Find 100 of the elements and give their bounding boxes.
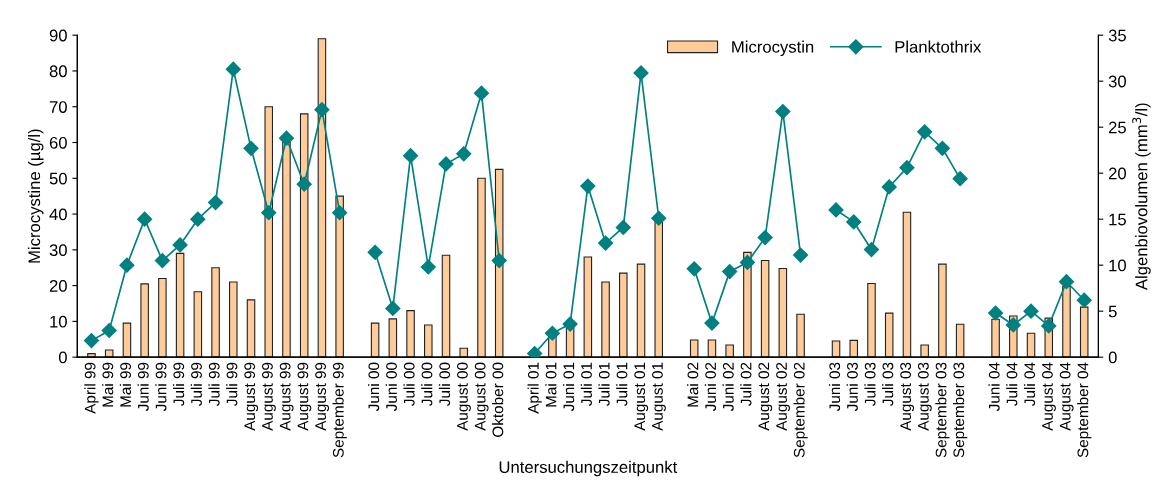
point bbox=[1041, 318, 1057, 334]
x-tick-label: Juni 99 bbox=[137, 362, 149, 412]
x-tick-label: August 99 bbox=[262, 362, 276, 431]
bar bbox=[991, 318, 1000, 358]
x-tick-label: August 03 bbox=[917, 362, 932, 431]
bar bbox=[246, 299, 256, 358]
point bbox=[225, 61, 241, 77]
point bbox=[527, 345, 543, 358]
x-tick-label: Juni 02 bbox=[704, 362, 717, 412]
point bbox=[615, 219, 631, 236]
point bbox=[562, 316, 578, 332]
x-tick-label: Juli 02 bbox=[740, 362, 752, 406]
bar bbox=[778, 267, 788, 358]
x-tick-label: August 99 bbox=[315, 362, 330, 431]
x-tick-label: Mai 02 bbox=[687, 362, 699, 407]
point bbox=[1005, 317, 1021, 333]
point bbox=[332, 205, 348, 221]
y-tick-label: 60 bbox=[49, 136, 67, 149]
y-tick-label: 50 bbox=[49, 172, 67, 185]
point bbox=[793, 247, 809, 263]
point bbox=[580, 178, 596, 194]
point bbox=[207, 195, 224, 211]
x-tick-label: August 00 bbox=[457, 362, 471, 431]
point bbox=[952, 171, 968, 187]
point bbox=[544, 325, 560, 341]
y2-tick-label: 25 bbox=[1108, 121, 1126, 134]
point bbox=[402, 148, 419, 164]
x-tick-label: Juli 01 bbox=[598, 362, 610, 406]
x-tick-label: Mai 99 bbox=[102, 362, 114, 407]
x-tick-label: Juni 04 bbox=[988, 362, 1000, 412]
point bbox=[278, 130, 295, 146]
x-tick-label: August 01 bbox=[634, 362, 649, 431]
point bbox=[154, 252, 170, 269]
bar bbox=[140, 283, 149, 358]
y2-tick-label: 15 bbox=[1109, 213, 1126, 226]
y-tick-label: 80 bbox=[49, 65, 67, 78]
bar bbox=[264, 106, 274, 358]
point bbox=[934, 140, 950, 156]
legend-label: Microcystin bbox=[732, 40, 814, 57]
bar bbox=[689, 339, 699, 358]
x-tick-label: September 02 bbox=[793, 362, 808, 458]
point bbox=[1023, 303, 1039, 319]
point bbox=[190, 211, 206, 227]
point bbox=[633, 65, 649, 81]
y2-tick-label: 35 bbox=[1108, 29, 1126, 42]
x-tick-label: April 01 bbox=[527, 362, 542, 414]
y2-axis-title: Algenbiovolumen (mm$^{3}$/l) bbox=[1132, 103, 1151, 291]
x-tick-label: Mai 99 bbox=[119, 362, 132, 407]
point bbox=[917, 124, 933, 140]
x-tick-label: August 04 bbox=[1059, 362, 1074, 431]
point bbox=[119, 257, 135, 273]
bar bbox=[477, 177, 486, 358]
bar bbox=[1062, 285, 1071, 358]
bar bbox=[104, 349, 114, 358]
point bbox=[881, 179, 897, 195]
x-tick-label: Juli 00 bbox=[438, 362, 451, 406]
bar bbox=[725, 344, 734, 358]
x-tick-label: Juli 04 bbox=[1006, 362, 1018, 406]
x-tick-label: August 02 bbox=[758, 362, 773, 431]
point bbox=[473, 85, 490, 101]
bar bbox=[902, 211, 912, 358]
bar bbox=[388, 318, 398, 358]
bar bbox=[406, 310, 415, 358]
bar bbox=[459, 347, 469, 358]
x-tick-label: Mai 01 bbox=[545, 362, 557, 407]
bar bbox=[335, 195, 344, 358]
bar bbox=[920, 344, 929, 358]
point bbox=[757, 230, 773, 246]
point bbox=[367, 244, 383, 260]
bar bbox=[87, 353, 96, 358]
bar bbox=[441, 254, 451, 358]
x-tick-label: August 02 bbox=[776, 362, 790, 431]
bar bbox=[760, 260, 770, 358]
y2-tick-label: 5 bbox=[1108, 305, 1117, 318]
y-tick-label: 20 bbox=[49, 280, 67, 292]
bar bbox=[211, 267, 220, 358]
point bbox=[420, 259, 436, 275]
x-tick-label: August 00 bbox=[474, 362, 489, 431]
bar bbox=[707, 339, 717, 358]
x-tick-label: Juli 99 bbox=[190, 362, 202, 406]
x-tick-label: Juli 03 bbox=[864, 362, 876, 406]
point bbox=[314, 102, 330, 118]
x-tick-label: Juni 03 bbox=[828, 362, 841, 412]
bar bbox=[175, 252, 185, 358]
point bbox=[137, 211, 153, 227]
legend-label: Planktothrix bbox=[895, 40, 982, 53]
x-tick-label: Juli 04 bbox=[1023, 362, 1036, 406]
point bbox=[828, 202, 844, 218]
point bbox=[988, 305, 1004, 321]
x-tick-label: Juni 00 bbox=[385, 362, 397, 412]
point bbox=[846, 214, 862, 230]
point bbox=[243, 140, 259, 156]
x-tick-label: Juli 03 bbox=[882, 362, 894, 406]
y-tick-label: 10 bbox=[50, 315, 67, 328]
y2-tick-label: 10 bbox=[1109, 259, 1127, 272]
point bbox=[597, 235, 614, 251]
bar bbox=[370, 322, 380, 358]
point bbox=[651, 210, 667, 226]
x-tick-label: September 03 bbox=[935, 362, 950, 458]
y-tick-label: 30 bbox=[49, 244, 67, 257]
